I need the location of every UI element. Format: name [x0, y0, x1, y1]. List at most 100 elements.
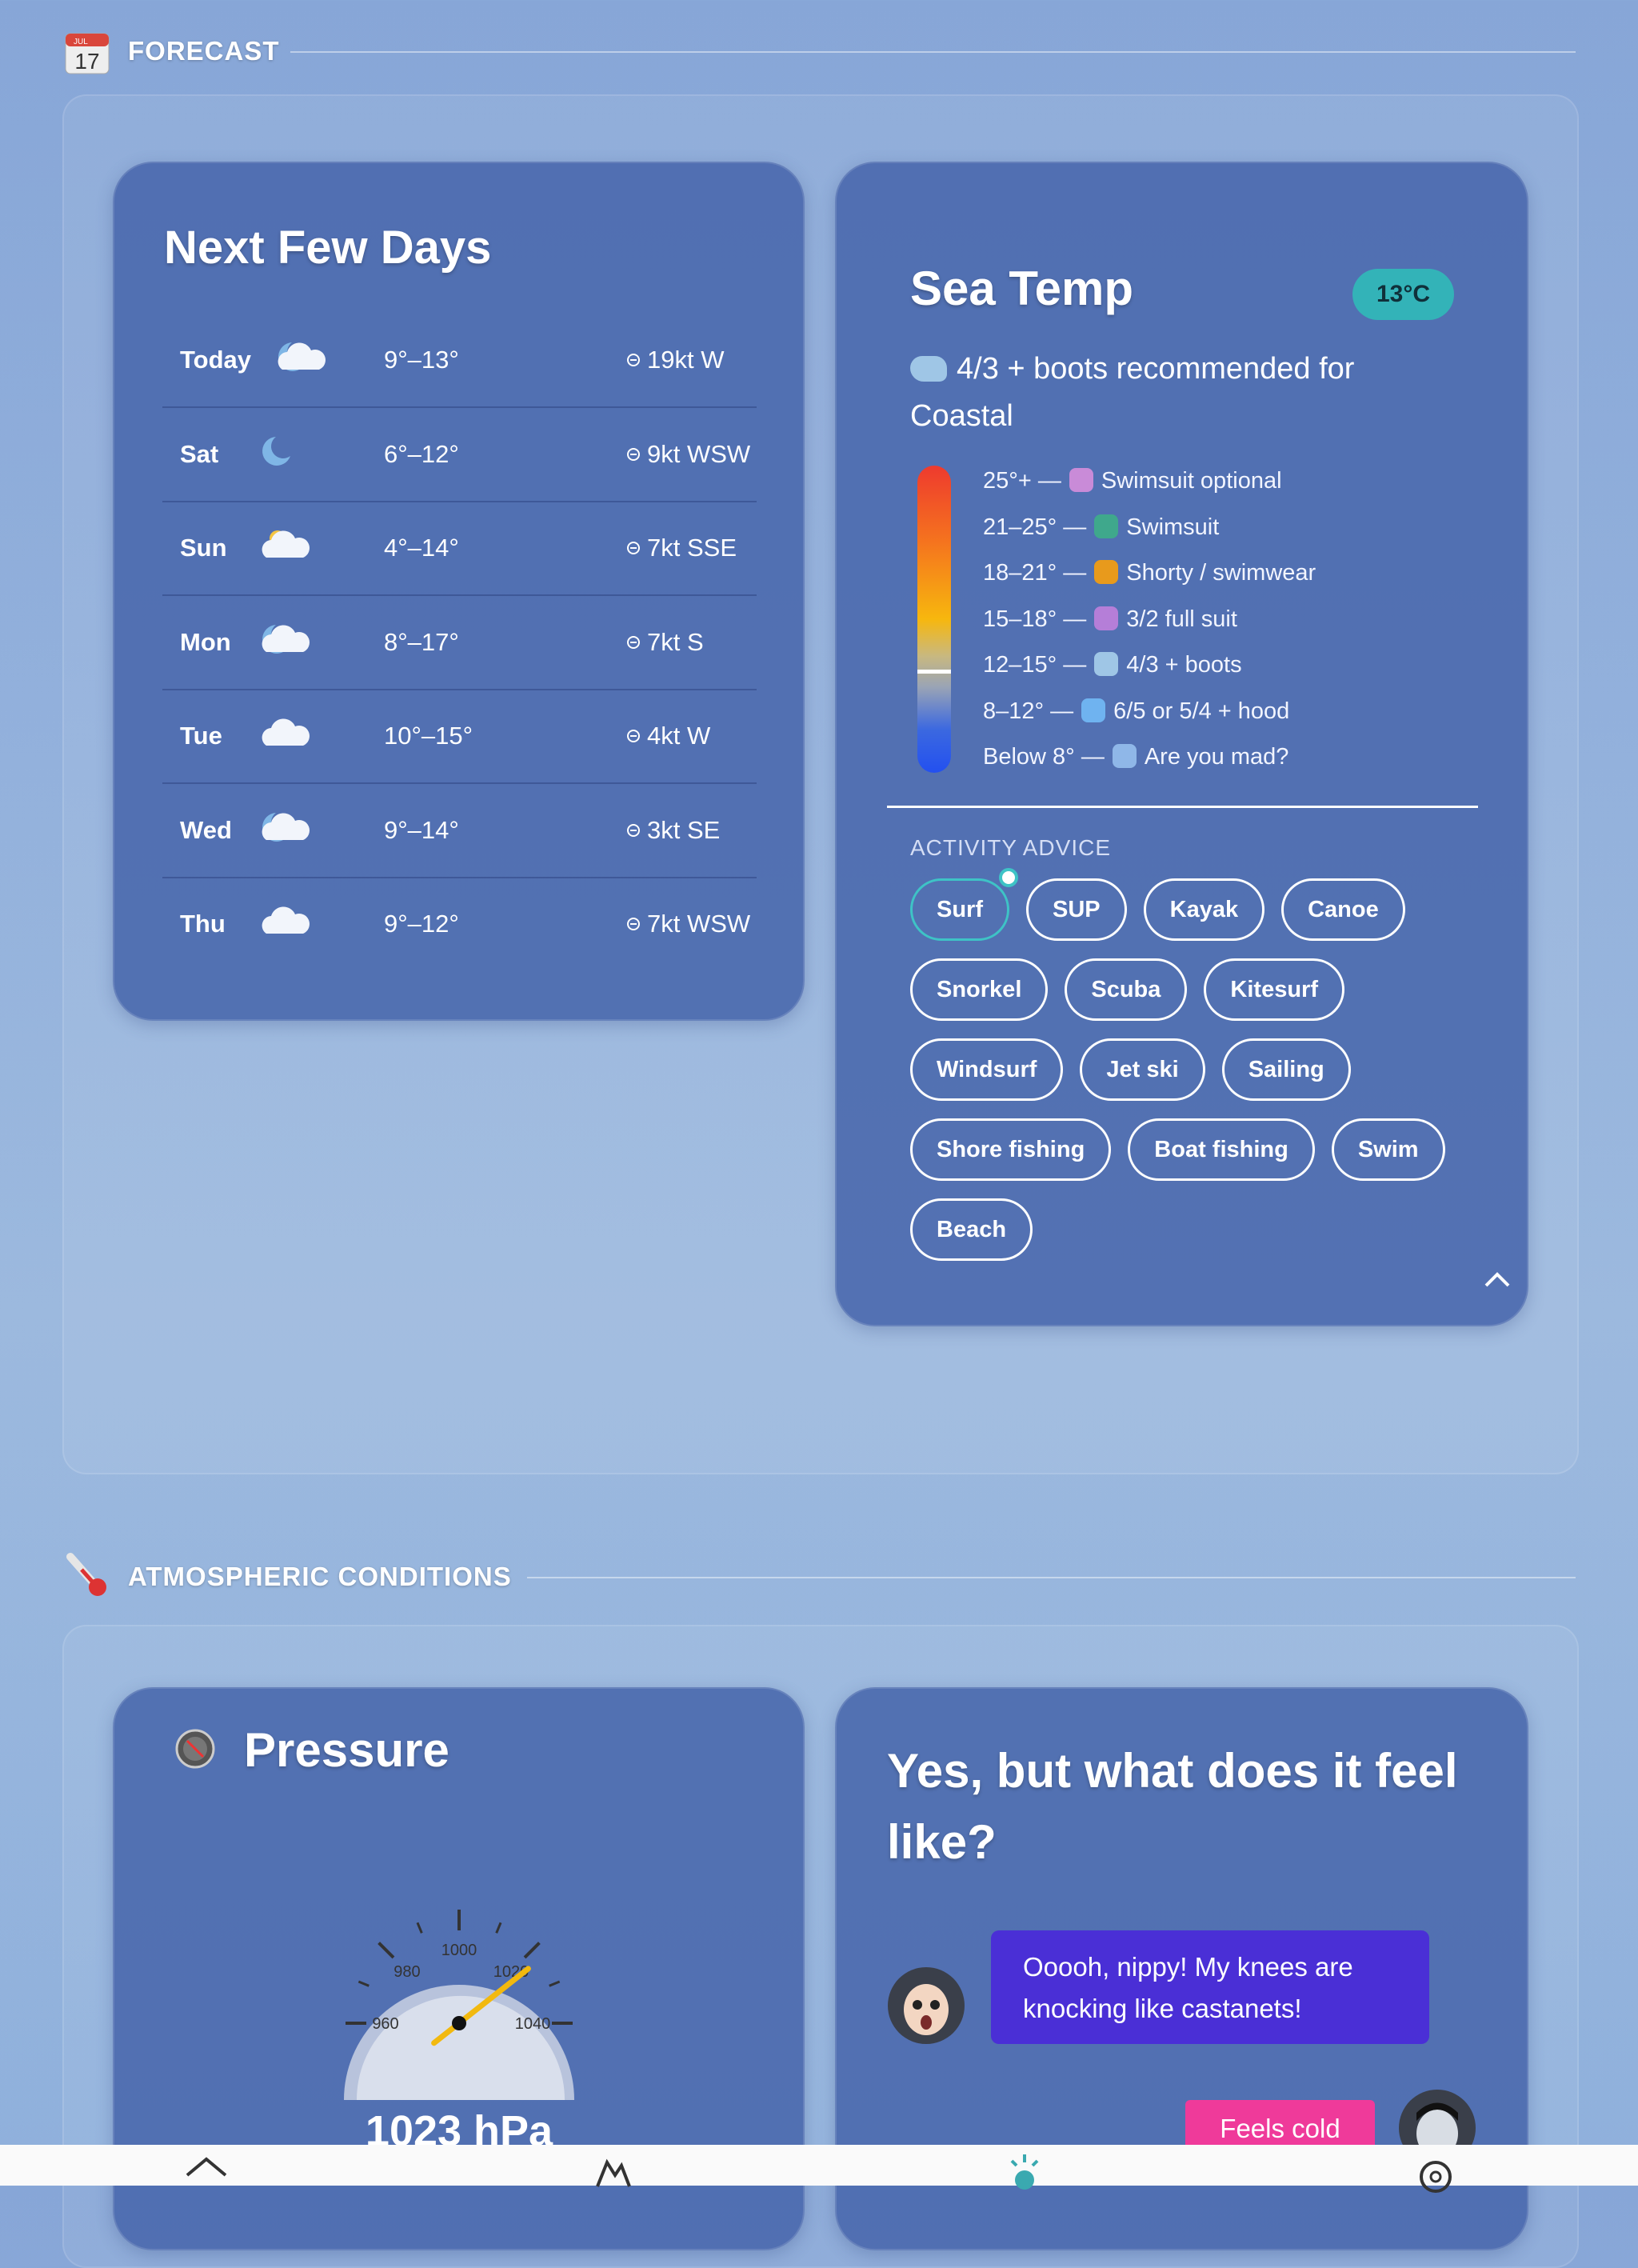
day-label: Thu — [180, 910, 226, 938]
scale-range: 15–18° — — [983, 606, 1087, 632]
scale-row: 8–12° — 6/5 or 5/4 + hood — [983, 698, 1289, 725]
cloud — [262, 624, 310, 652]
scale-range: 21–25° — — [983, 514, 1087, 540]
cloud — [262, 530, 310, 558]
temp-range: 9°–13° — [384, 346, 459, 374]
wind-icon — [627, 635, 640, 649]
card-title: Sea Temp — [910, 262, 1133, 315]
row-divider — [162, 782, 757, 784]
activity-chip[interactable]: Kayak — [1143, 878, 1265, 941]
cloud — [262, 718, 310, 746]
activity-chip[interactable]: Scuba — [1065, 958, 1188, 1021]
wind-icon — [627, 918, 640, 930]
scale-range: 18–21° — — [983, 560, 1087, 586]
divider — [887, 806, 1478, 808]
activity-chip[interactable]: Sailing — [1221, 1038, 1351, 1101]
activity-chip[interactable]: Kitesurf — [1204, 958, 1344, 1021]
wind-dial — [627, 823, 640, 837]
scale-range: 25°+ — — [983, 468, 1061, 494]
scale-row: 12–15° — 4/3 + boots — [983, 652, 1242, 678]
scale-label: Shorty / swimwear — [1126, 560, 1316, 586]
temp-badge: 13°C — [1352, 269, 1454, 320]
day-label: Mon — [180, 627, 231, 656]
temp-range: 9°–14° — [384, 815, 459, 844]
moon — [262, 436, 290, 466]
scale-row: 18–21° — Shorty / swimwear — [983, 560, 1316, 586]
weather-icon — [262, 812, 310, 842]
collapse-chevron[interactable] — [1484, 1271, 1510, 1287]
day-label: Today — [180, 346, 251, 374]
scale-row: 15–18° — 3/2 full suit — [983, 606, 1237, 633]
recommendation-text: 4/3 + boots recommended for Coastal — [910, 352, 1355, 433]
row-divider — [162, 500, 757, 502]
wind-icon — [627, 823, 640, 837]
day-label: Wed — [180, 815, 232, 844]
scale-icon — [1112, 744, 1137, 768]
weather-icon — [262, 530, 310, 558]
wind-dial — [627, 354, 640, 366]
scale-range: 12–15° — — [983, 652, 1087, 678]
gauge-hub — [452, 2016, 466, 2030]
section-rule — [527, 1577, 1576, 1578]
temp-range: 8°–17° — [384, 627, 459, 656]
wind: 7kt SSE — [647, 534, 737, 562]
scale-icon — [1069, 468, 1093, 492]
section-title: FORECAST — [128, 36, 280, 66]
weather-icon — [262, 624, 310, 654]
activity-chip[interactable]: Swim — [1331, 1118, 1445, 1181]
activity-chip[interactable]: Windsurf — [910, 1038, 1064, 1101]
activity-chip[interactable]: Surf — [910, 868, 1018, 941]
wind-dial — [627, 918, 640, 930]
scale-row: 21–25° — Swimsuit — [983, 514, 1219, 541]
barometer-icon — [175, 1729, 215, 1769]
bottom-nav — [0, 2145, 1638, 2193]
wind: 9kt WSW — [647, 439, 751, 468]
nav-weather[interactable] — [1005, 2151, 1044, 2190]
activity-chip[interactable]: Snorkel — [910, 958, 1049, 1021]
sea-temp-card: Sea Temp 13°C 4/3 + boots recommended fo… — [835, 162, 1528, 1326]
scale-range: Below 8° — — [983, 744, 1105, 770]
gauge-tick — [523, 1942, 541, 1959]
wind-icon — [627, 447, 640, 461]
wind: 3kt SE — [647, 815, 721, 844]
activity-chip[interactable]: Beach — [910, 1198, 1033, 1261]
wind: 19kt W — [647, 346, 725, 374]
current-temp-marker — [917, 670, 951, 674]
temp-range: 9°–12° — [384, 910, 459, 938]
gauge-minor-tick — [358, 1980, 370, 1987]
row-divider — [162, 594, 757, 596]
wind-icon — [627, 730, 640, 742]
nav-settings[interactable] — [1416, 2153, 1455, 2193]
activity-chip[interactable]: Canoe — [1281, 878, 1405, 941]
section-rule — [290, 51, 1576, 53]
calendar-month: JUL — [74, 38, 88, 46]
calendar-icon: JUL 17 — [65, 33, 110, 74]
whale-icon — [910, 356, 947, 382]
scale-label: Swimsuit — [1126, 514, 1220, 540]
activity-chips: Surf SUP Kayak Canoe Snorkel Scuba Kitesurf Win… — [910, 868, 1470, 1278]
cloud — [262, 812, 310, 840]
nav-charts[interactable] — [596, 2156, 631, 2188]
thermometer-icon — [66, 1553, 106, 1596]
card-title: Pressure — [244, 1723, 449, 1777]
row-divider — [162, 688, 757, 690]
day-label: Tue — [180, 722, 222, 750]
card-title: Yes, but what does it feel like? — [887, 1744, 1458, 1869]
day-label: Sun — [180, 534, 227, 562]
scale-icon — [1094, 606, 1119, 630]
calendar-day: 17 — [74, 49, 99, 74]
activity-chip[interactable]: Shore fishing — [910, 1118, 1112, 1181]
weather-icon — [278, 342, 326, 371]
row-divider — [162, 876, 757, 878]
nav-home[interactable] — [186, 2156, 227, 2188]
activity-chip[interactable]: SUP — [1026, 878, 1127, 941]
gauge-face-inner — [357, 1995, 565, 2100]
wind: 7kt S — [647, 627, 704, 656]
day-label: Sat — [180, 439, 219, 468]
gauge-tick-label: 1040 — [515, 2015, 551, 2033]
scale-icon — [1081, 698, 1106, 722]
activity-chip[interactable]: Boat fishing — [1128, 1118, 1315, 1181]
activity-chip[interactable]: Jet ski — [1080, 1038, 1205, 1101]
